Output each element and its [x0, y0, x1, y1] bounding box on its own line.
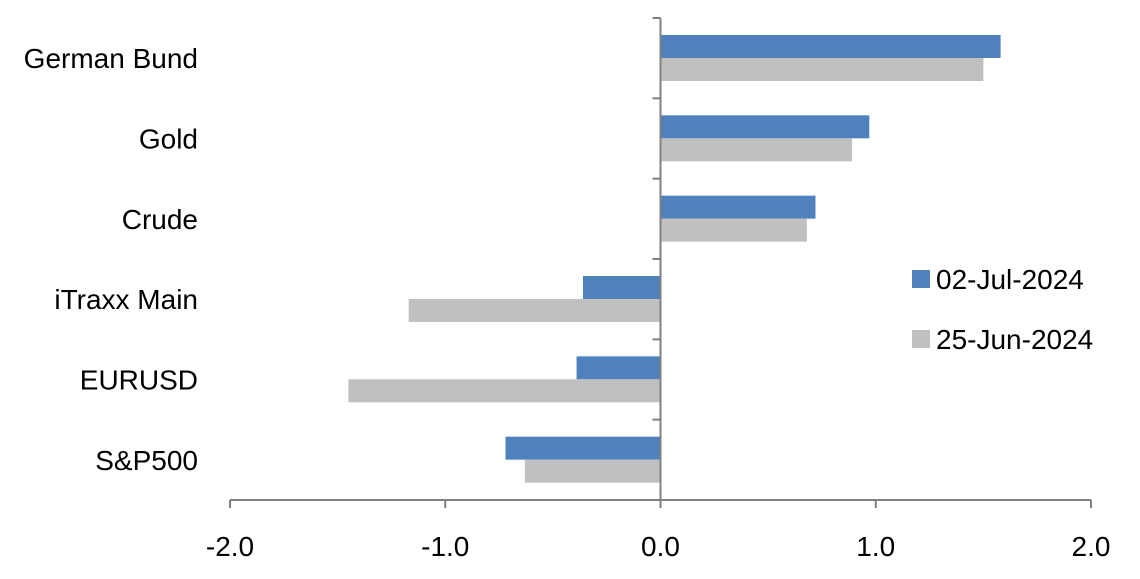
- legend: 02-Jul-2024 25-Jun-2024: [912, 264, 1093, 355]
- x-tick-label: -2.0: [206, 531, 254, 562]
- category-label: EURUSD: [80, 365, 198, 396]
- x-tick-label: -1.0: [421, 531, 469, 562]
- category-label: S&P500: [95, 445, 198, 476]
- x-tick-label: 2.0: [1072, 531, 1111, 562]
- category-label: iTraxx Main: [54, 284, 198, 315]
- legend-swatch: [912, 330, 930, 348]
- x-tick-label: 0.0: [641, 531, 680, 562]
- bar-series2: [348, 379, 661, 403]
- bar-series1: [660, 35, 1001, 58]
- bar-series1: [505, 436, 661, 460]
- bar-series2: [660, 138, 853, 162]
- bar-series1: [660, 115, 870, 139]
- bar-series2: [408, 299, 661, 322]
- legend-label: 25-Jun-2024: [936, 324, 1093, 355]
- legend-swatch: [912, 270, 930, 288]
- bar-series1: [576, 356, 661, 380]
- bar-series2: [524, 459, 661, 483]
- category-label: Gold: [139, 124, 198, 155]
- category-label: German Bund: [24, 43, 198, 74]
- bar-series1: [583, 276, 661, 299]
- bar-series2: [660, 218, 807, 242]
- bar-series2: [660, 58, 984, 81]
- x-tick-label: 1.0: [856, 531, 895, 562]
- category-label: Crude: [122, 204, 198, 235]
- bar-series1: [660, 195, 816, 219]
- legend-label: 02-Jul-2024: [936, 264, 1084, 295]
